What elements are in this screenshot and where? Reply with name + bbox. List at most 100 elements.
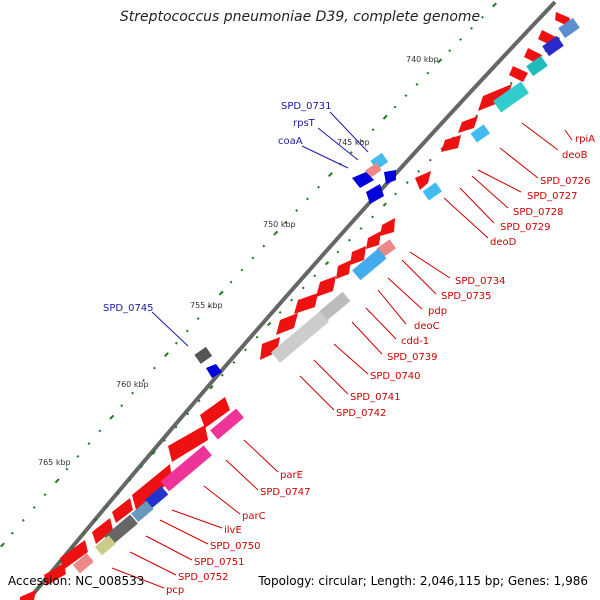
gene-feature — [384, 170, 396, 184]
gene-feature — [364, 162, 382, 179]
minor-tick — [470, 26, 473, 30]
gene-feature — [458, 116, 478, 133]
genome-summary-text: Topology: circular; Length: 2,046,115 bp… — [258, 574, 588, 588]
gene-feature — [92, 518, 113, 544]
gene-feature — [44, 563, 66, 586]
minor-tick — [131, 391, 135, 395]
minor-tick — [128, 478, 132, 482]
major-tick — [0, 542, 5, 548]
minor-tick — [174, 341, 178, 345]
gene-feature — [194, 346, 213, 364]
gene-label-parc: parC — [242, 511, 266, 522]
gene-feature — [542, 35, 564, 57]
minor-tick — [43, 493, 47, 497]
gene-feature — [104, 514, 138, 546]
major-tick — [36, 585, 41, 590]
gene-label-deoc: deoC — [414, 321, 440, 332]
gene-label-pare: parE — [280, 470, 303, 481]
gene-labels-blue: SPD_0731 rpsT coaA SPD_0745 — [103, 101, 332, 314]
gene-feature — [132, 464, 172, 510]
minor-tick — [415, 82, 419, 86]
minor-tick — [393, 105, 397, 109]
gene-feature — [352, 248, 387, 281]
reverse-genes — [194, 152, 396, 378]
gene-label-rpst: rpsT — [293, 118, 316, 129]
gene-feature — [270, 311, 330, 363]
gene-label-spd0729: SPD_0729 — [500, 222, 551, 233]
minor-tick — [448, 49, 452, 53]
gene-label-spd0745: SPD_0745 — [103, 303, 154, 314]
minor-tick — [65, 467, 69, 471]
gene-feature — [160, 445, 212, 492]
minor-tick — [186, 412, 190, 416]
gene-labels-red: rpiA deoB SPD_0726 SPD_0727 SPD_0728 SPD… — [166, 134, 595, 596]
gene-feature — [210, 408, 244, 440]
gene-feature — [319, 291, 351, 321]
gene-label-spd0726: SPD_0726 — [540, 176, 591, 187]
minor-tick — [70, 545, 74, 549]
minor-tick — [10, 531, 14, 535]
major-tick — [324, 261, 330, 266]
minor-tick — [174, 425, 178, 429]
scale-label-760: 760 kbp — [116, 380, 149, 389]
major-tick — [273, 230, 279, 236]
gene-feature — [144, 486, 169, 509]
gene-label-spd0741: SPD_0741 — [350, 392, 401, 403]
scale-label-740: 740 kbp — [406, 55, 439, 64]
gene-label-spd0734: SPD_0734 — [455, 276, 506, 287]
gene-feature — [422, 182, 442, 201]
gene-label-spd0731: SPD_0731 — [281, 101, 332, 112]
gene-label-cdd1: cdd-1 — [401, 336, 429, 347]
minor-tick — [116, 491, 120, 495]
gene-feature — [558, 17, 580, 39]
gene-label-spd0742: SPD_0742 — [336, 408, 387, 419]
map-title: Streptococcus pneumoniae D39, complete g… — [119, 9, 481, 25]
minor-tick — [243, 348, 247, 352]
minor-tick — [371, 215, 374, 219]
minor-tick — [255, 335, 259, 339]
major-tick — [109, 414, 115, 420]
gene-feature — [168, 425, 208, 462]
gene-feature — [316, 276, 336, 297]
minor-tick — [185, 329, 189, 333]
minor-tick — [163, 438, 166, 442]
gene-label-spd0727: SPD_0727 — [527, 191, 578, 202]
major-tick — [267, 321, 272, 327]
gene-label-spd0739: SPD_0739 — [387, 352, 438, 363]
minor-tick — [426, 71, 430, 75]
gene-feature — [470, 124, 490, 143]
major-tick — [163, 352, 169, 358]
gene-feature — [206, 364, 222, 378]
gene-label-deod: deoD — [490, 237, 517, 248]
minor-tick — [371, 128, 375, 132]
major-tick — [218, 290, 224, 296]
minor-tick — [21, 518, 25, 522]
gene-feature — [72, 553, 94, 574]
minor-tick — [76, 454, 80, 458]
minor-tick — [220, 373, 224, 377]
minor-tick — [359, 227, 363, 230]
gene-feature — [200, 397, 230, 428]
gene-feature — [260, 337, 280, 360]
gene-label-coaa: coaA — [278, 136, 303, 147]
minor-tick — [459, 38, 463, 41]
gene-label-pcp: pcp — [166, 585, 184, 596]
minor-tick — [251, 256, 255, 260]
gene-label-spd0740: SPD_0740 — [370, 371, 421, 382]
gene-feature — [526, 55, 548, 77]
gene-feature — [294, 293, 318, 314]
minor-tick — [295, 209, 299, 213]
gene-feature — [112, 498, 133, 523]
genome-backbone — [28, 0, 557, 600]
gene-label-ilve: ilvE — [224, 525, 242, 536]
minor-tick — [428, 158, 432, 162]
gene-feature — [60, 540, 88, 570]
gene-feature — [336, 260, 351, 279]
accession-text: Accession: NC_008533 — [8, 574, 145, 588]
label-connectors — [111, 111, 573, 589]
minor-tick — [404, 94, 408, 98]
major-tick — [437, 58, 443, 64]
minor-tick — [120, 404, 124, 408]
gene-label-spd0728: SPD_0728 — [513, 207, 564, 218]
